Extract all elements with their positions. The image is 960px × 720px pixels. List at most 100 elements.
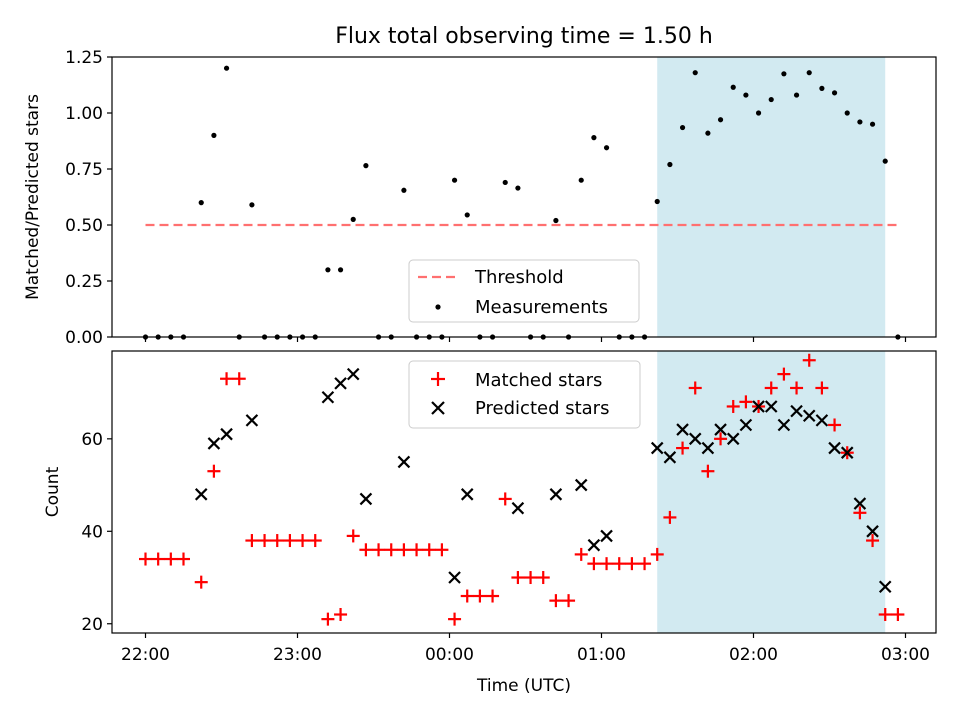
predicted-star-point [460, 488, 474, 501]
predicted-star-point [549, 488, 563, 501]
predicted-star-point [840, 446, 854, 459]
matched-star-point [486, 589, 500, 603]
matched-star-point [650, 547, 664, 561]
measurement-point [755, 110, 762, 116]
matched-star-point [638, 557, 652, 571]
matched-star-point [220, 372, 234, 386]
matched-star-point [232, 372, 246, 386]
matched-star-point [688, 381, 702, 395]
measurement-point [768, 96, 774, 103]
matched-star-point [802, 353, 816, 367]
predicted-star-point [194, 488, 208, 501]
top-axes-frame [111, 56, 937, 338]
x-tick-label: 02:00 [729, 645, 778, 665]
matched-star-point [600, 557, 614, 571]
bottom-y-tick-label: 60 [81, 430, 103, 450]
bottom-axes-frame [111, 350, 937, 634]
matched-star-point [151, 552, 165, 566]
matched-star-point [853, 506, 867, 520]
measurement-point [451, 177, 458, 183]
top-y-tick-label: 0.25 [65, 272, 103, 292]
x-axis-label: Time (UTC) [476, 676, 571, 696]
measurement-point [198, 200, 204, 206]
measurement-point [819, 85, 825, 91]
legend-predicted-swatch [431, 401, 445, 415]
matched-star-point [283, 534, 297, 548]
predicted-star-point [764, 400, 778, 413]
measurement-point [350, 216, 356, 222]
measurement-point [857, 119, 863, 125]
measurement-point [553, 217, 559, 224]
matched-star-point [207, 464, 221, 478]
matched-star-point [574, 547, 588, 561]
predicted-star-point [853, 497, 867, 510]
measurement-point [363, 163, 369, 169]
measurement-point [464, 212, 470, 218]
matched-star-point [334, 608, 348, 622]
predicted-star-point [587, 538, 601, 552]
matched-star-point [549, 594, 563, 608]
bottom-y-tick-label: 40 [81, 522, 103, 542]
top-x-ticks [144, 337, 907, 342]
predicted-star-point [714, 423, 727, 436]
predicted-star-point [321, 390, 335, 404]
matched-star-point [625, 557, 639, 571]
measurement-point [793, 92, 800, 98]
measurement-point [717, 117, 724, 123]
predicted-star-point [739, 418, 753, 432]
matched-star-point [460, 589, 474, 603]
bottom-y-ticks: 20 40 60 [81, 430, 112, 635]
measurement-point [667, 161, 673, 168]
matched-star-point [258, 534, 272, 548]
chart-title: Flux total observing time = 1.50 h [335, 24, 713, 49]
measurement-point [223, 65, 230, 71]
matched-star-point [815, 381, 829, 395]
matched-star-point [164, 552, 178, 566]
legend-matched-swatch [431, 372, 445, 386]
measurement-point [325, 267, 331, 273]
predicted-star-point [397, 455, 411, 469]
predicted-star-point [346, 367, 360, 381]
matched-star-point [448, 612, 462, 626]
measurement-point [882, 158, 888, 164]
measurement-point [211, 132, 217, 138]
matched-star-point [435, 543, 449, 557]
measurement-point [730, 84, 736, 90]
top-y-tick-label: 1.25 [65, 48, 103, 68]
x-tick-label: 22:00 [121, 645, 170, 665]
predicted-star-point [802, 409, 816, 422]
bottom-y-tick-label: 20 [81, 615, 103, 635]
measurement-point [337, 267, 344, 273]
matched-star-point [270, 534, 284, 548]
matched-star-point [410, 543, 424, 557]
predicted-star-point [600, 529, 613, 543]
measurement-point [844, 110, 850, 116]
matched-star-point [612, 557, 626, 571]
predicted-star-point [866, 525, 879, 538]
matched-star-point [296, 534, 310, 548]
matched-star-point [359, 543, 373, 557]
measurement-point [401, 187, 407, 193]
matched-star-point [562, 594, 576, 608]
top-y-tick-label: 0.00 [65, 328, 103, 348]
measurement-point [502, 179, 508, 186]
matched-star-point [663, 510, 677, 524]
matched-star-point [790, 381, 804, 395]
matched-star-point [739, 395, 753, 409]
measurement-point [679, 124, 686, 131]
predicted-star-point [815, 414, 829, 427]
predicted-star-point [220, 427, 233, 441]
predicted-star-point [726, 432, 740, 446]
top-y-tick-label: 0.50 [65, 216, 103, 236]
matched-star-point [384, 543, 398, 557]
matched-star-point [536, 571, 550, 585]
matched-star-point [726, 399, 740, 413]
predicted-star-point [245, 414, 259, 427]
matched-star-point [524, 571, 538, 585]
matched-star-point [498, 492, 512, 506]
matched-star-point [764, 381, 778, 395]
shaded-region-top [657, 57, 886, 337]
matched-star-point [714, 432, 728, 446]
predicted-star-point [701, 441, 715, 455]
